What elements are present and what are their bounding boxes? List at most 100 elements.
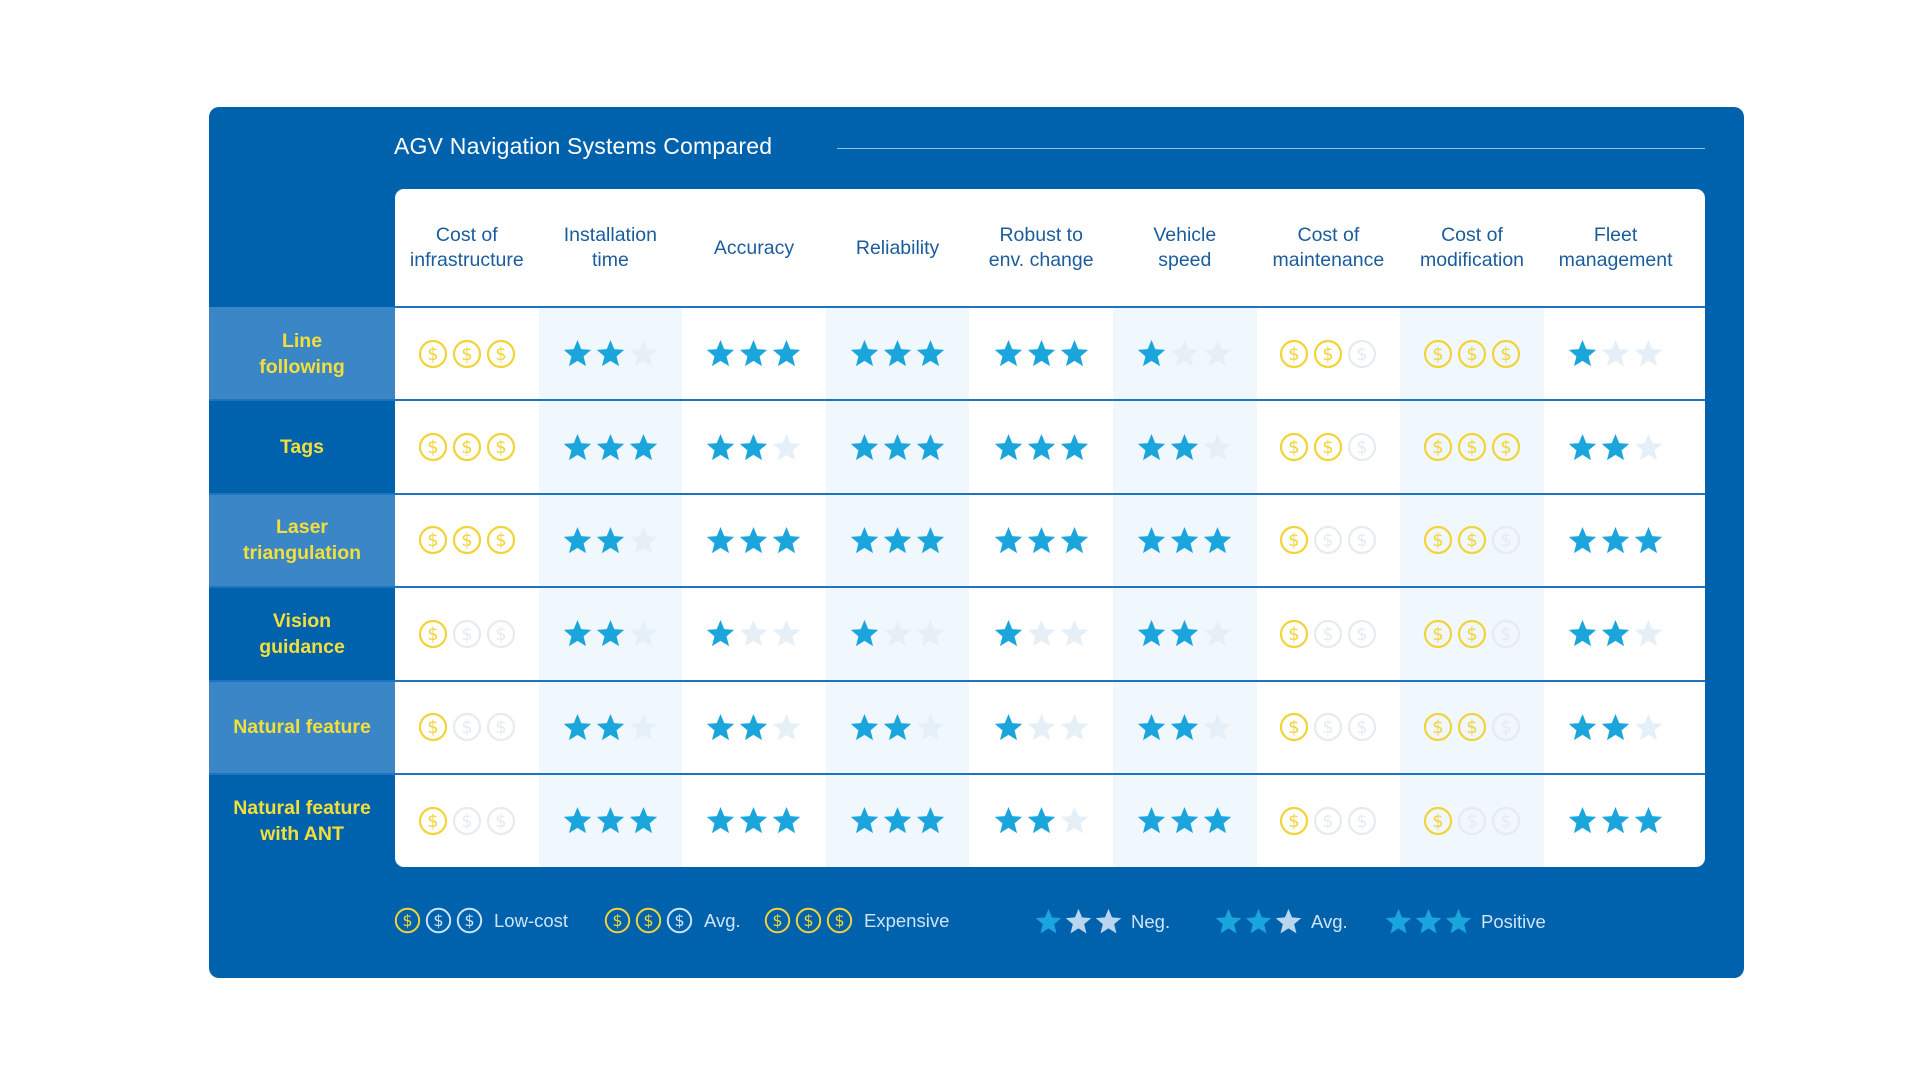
svg-text:$: $: [1289, 624, 1300, 645]
coin-icon: $: [635, 907, 662, 934]
svg-text:$: $: [1357, 717, 1368, 738]
rating-cell: [1113, 681, 1257, 774]
star-filled-icon: [562, 338, 593, 369]
star-filled-icon: [1026, 338, 1057, 369]
svg-text:$: $: [427, 437, 438, 458]
rating-cell: $ $ $: [1400, 307, 1544, 400]
coin-filled-icon: $: [1313, 432, 1343, 462]
star-filled-icon: [628, 432, 659, 463]
star-empty-icon: [1026, 712, 1057, 743]
coin-filled-icon: $: [1457, 619, 1487, 649]
coin-filled-icon: $: [1457, 712, 1487, 742]
star-filled-icon: [1244, 907, 1273, 936]
coin-empty-icon: $: [1491, 525, 1521, 555]
svg-text:$: $: [834, 911, 844, 930]
star-filled-icon: [1567, 805, 1598, 836]
star-empty-icon: [1202, 338, 1233, 369]
star-empty-icon: [771, 618, 802, 649]
rating-cell: [682, 494, 826, 587]
row-divider: [395, 399, 1705, 402]
svg-text:$: $: [427, 624, 438, 645]
rating-cell: [1113, 400, 1257, 493]
star-filled-icon: [595, 525, 626, 556]
legend-item: $ $ $ Low-cost: [394, 907, 568, 934]
coin-filled-icon: $: [1279, 432, 1309, 462]
star-empty-icon: [1202, 618, 1233, 649]
star-filled-icon: [1600, 712, 1631, 743]
star-filled-icon: [771, 525, 802, 556]
star-filled-icon: [1136, 525, 1167, 556]
coin-filled-icon: $: [1423, 339, 1453, 369]
column-header: Cost of infrastructure: [409, 224, 524, 271]
star-filled-icon: [882, 432, 913, 463]
legend-item: Neg.: [1034, 907, 1170, 936]
star-filled-icon: [595, 338, 626, 369]
row-divider: [395, 773, 1705, 775]
legend: $ $ $ Low-cost $ $ $ Avg. $ $ $ Expensive Neg. Avg. Po…: [394, 907, 1694, 937]
rating-cell: [826, 681, 970, 774]
rating-cell: [826, 400, 970, 493]
rating-cell: [826, 307, 970, 400]
row-label: Line following: [209, 307, 395, 401]
rating-cell: [969, 494, 1113, 587]
svg-text:$: $: [1466, 344, 1477, 365]
star-filled-icon: [738, 432, 769, 463]
star-empty-icon: [628, 618, 659, 649]
rating-cell: [969, 774, 1113, 867]
rating-cell: $ $ $: [395, 587, 539, 680]
svg-text:$: $: [1500, 530, 1511, 551]
rating-cell: [539, 587, 683, 680]
coin-filled-icon: $: [1457, 339, 1487, 369]
coin-empty-icon: $: [1491, 619, 1521, 649]
star-filled-icon: [1169, 618, 1200, 649]
row-label-divider: [209, 586, 395, 589]
coin-filled-icon: $: [452, 432, 482, 462]
column-header: Fleet management: [1558, 224, 1673, 271]
svg-text:$: $: [495, 811, 506, 832]
star-filled-icon: [882, 712, 913, 743]
rating-cell: [539, 307, 683, 400]
rating-cell: [539, 774, 683, 867]
star-filled-icon: [882, 338, 913, 369]
rating-cell: [539, 494, 683, 587]
svg-text:$: $: [1323, 344, 1334, 365]
svg-text:$: $: [461, 530, 472, 551]
star-filled-icon: [738, 338, 769, 369]
svg-text:$: $: [495, 717, 506, 738]
coin-empty-icon: $: [486, 712, 516, 742]
svg-text:$: $: [427, 530, 438, 551]
svg-text:$: $: [1289, 437, 1300, 458]
svg-text:$: $: [1323, 717, 1334, 738]
rating-cell: [1544, 774, 1688, 867]
star-filled-icon: [1567, 338, 1598, 369]
title-divider: [837, 148, 1705, 149]
star-filled-icon: [1169, 432, 1200, 463]
row-label-divider: [209, 679, 395, 682]
row-divider: [395, 586, 1705, 589]
star-filled-icon: [849, 618, 880, 649]
star-filled-icon: [562, 712, 593, 743]
legend-item: Positive: [1384, 907, 1546, 936]
star-empty-icon: [771, 712, 802, 743]
coin-filled-icon: $: [1423, 432, 1453, 462]
coin-icon: $: [394, 907, 421, 934]
coin-icon: $: [425, 907, 452, 934]
star-filled-icon: [562, 525, 593, 556]
legend-label: Neg.: [1131, 910, 1171, 932]
svg-text:$: $: [1432, 624, 1443, 645]
coin-filled-icon: $: [1457, 432, 1487, 462]
star-filled-icon: [595, 618, 626, 649]
star-empty-icon: [1274, 907, 1303, 936]
row-label: Natural feature with ANT: [233, 796, 371, 845]
svg-text:$: $: [1500, 811, 1511, 832]
star-filled-icon: [562, 432, 593, 463]
svg-text:$: $: [461, 344, 472, 365]
svg-text:$: $: [1357, 624, 1368, 645]
star-filled-icon: [705, 618, 736, 649]
rating-cell: [539, 400, 683, 493]
star-filled-icon: [1600, 618, 1631, 649]
column-header: Installation time: [563, 224, 657, 271]
svg-text:$: $: [803, 911, 813, 930]
coin-filled-icon: $: [418, 432, 448, 462]
coin-empty-icon: $: [452, 806, 482, 836]
